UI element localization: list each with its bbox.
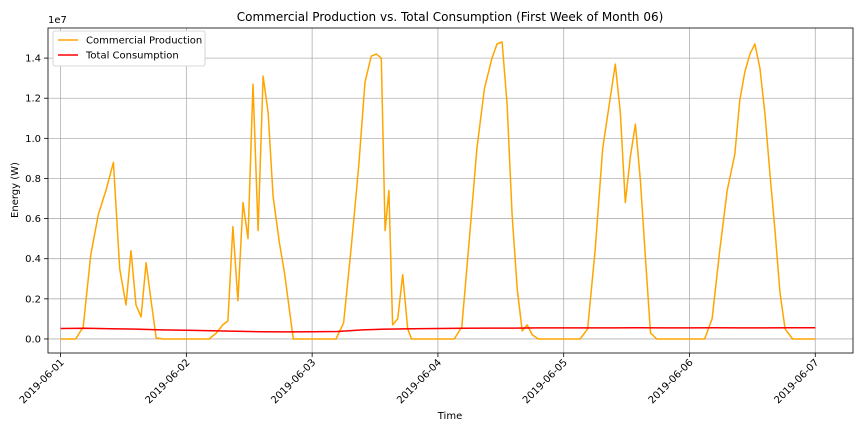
y-tick-label: 1.0: [25, 134, 41, 145]
series-line-0: [60, 41, 816, 340]
y-tick-label: 0.0: [25, 334, 41, 345]
x-tick-label: 2019-06-07: [773, 357, 822, 406]
x-axis: 2019-06-01 2019-06-02 2019-06-03 2019-06-04…: [18, 353, 822, 406]
x-tick-label: 2019-06-05: [521, 357, 570, 406]
x-tick-label: 2019-06-01: [18, 357, 67, 406]
y-tick-label: 0.4: [25, 254, 41, 265]
plot-background: [48, 28, 853, 353]
y-tick-label: 0.8: [25, 174, 41, 185]
series-layer: [60, 41, 816, 340]
legend-box: [52, 30, 206, 67]
chart-title: Commercial Production vs. Total Consumpt…: [237, 10, 664, 24]
y-tick-label: 1.2: [25, 94, 41, 105]
x-tick-label: 2019-06-04: [395, 357, 444, 406]
series-line-1: [60, 326, 816, 333]
y-tick-label: 0.2: [25, 294, 41, 305]
y-axis: 0.0 0.2 0.4 0.6 0.8 1.0 1.2 1.4: [25, 54, 48, 345]
legend-label-0: Commercial Production: [86, 36, 202, 47]
x-tick-label: 2019-06-02: [144, 357, 193, 406]
x-tick-label: 2019-06-06: [647, 357, 696, 406]
y-scale-offset-label: 1e7: [48, 15, 67, 26]
plot-frame: [47, 27, 854, 354]
y-tick-label: 0.6: [25, 214, 41, 225]
x-tick-label: 2019-06-03: [269, 357, 318, 406]
y-axis-label: Energy (W): [10, 162, 21, 218]
x-axis-label: Time: [437, 411, 462, 422]
legend: Commercial Production Total Consumption: [52, 30, 206, 67]
legend-label-1: Total Consumption: [85, 51, 179, 62]
y-tick-label: 1.4: [25, 54, 41, 65]
